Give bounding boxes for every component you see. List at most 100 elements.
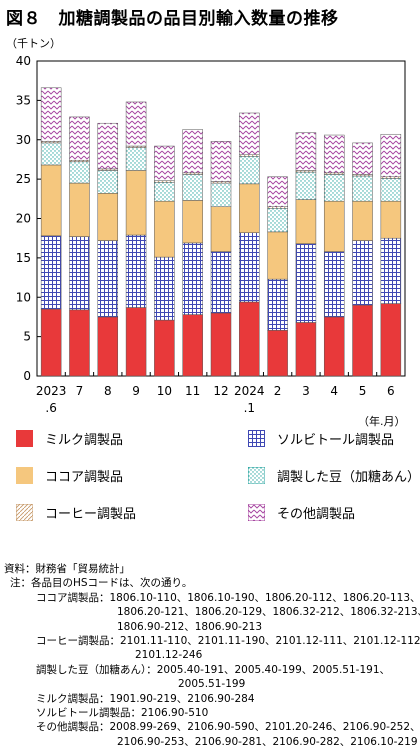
y-tick-label: 5 xyxy=(23,330,31,344)
legend-swatch-sorbitol xyxy=(248,430,265,447)
bar-segment-series-2-cat-10 xyxy=(324,201,344,251)
bar-segment-series-2-cat-0 xyxy=(41,165,61,236)
bar-segment-series-0-cat-6 xyxy=(211,313,231,376)
note-item-label: ミルク調製品： xyxy=(36,693,110,705)
legend-label-coffee: コーヒー調製品 xyxy=(45,503,136,522)
note-item: ソルビトール調製品：2106.90-510 xyxy=(4,706,418,720)
bar-segment-series-5-cat-2 xyxy=(98,123,118,169)
bar-segment-series-0-cat-11 xyxy=(353,305,373,376)
bar-segment-series-1-cat-0 xyxy=(41,236,61,309)
legend-swatch-cocoa xyxy=(16,467,33,484)
bar-segment-series-1-cat-2 xyxy=(98,241,118,317)
bar-segment-series-5-cat-0 xyxy=(41,88,61,142)
bar-segment-series-2-cat-9 xyxy=(296,200,316,244)
notes: 資料：財務省「貿易統計」 注：各品目のHSコードは、次の通り。 ココア調製品：1… xyxy=(4,562,418,749)
bar-segment-series-2-cat-4 xyxy=(154,201,174,257)
y-tick-label: 40 xyxy=(16,54,31,68)
x-tick-label: 7 xyxy=(76,384,84,398)
note-item-label: ソルビトール調製品： xyxy=(36,707,141,719)
legend-label-milk: ミルク調製品 xyxy=(45,429,123,448)
bar-segment-series-1-cat-7 xyxy=(239,233,259,302)
legend-label-other: その他調製品 xyxy=(277,503,355,522)
note-item: ココア調製品：1806.10-110、1806.10-190、1806.20-1… xyxy=(4,591,418,605)
legend-swatch-milk xyxy=(16,430,33,447)
bar-segment-series-0-cat-8 xyxy=(268,330,288,376)
bar-segment-series-3-cat-6 xyxy=(211,183,231,207)
bar-segment-series-3-cat-12 xyxy=(381,178,401,201)
note-item-line: 1806.90-212、1806.90-213 xyxy=(4,620,418,634)
legend-item-beans: 調製した豆（加糖あん） xyxy=(248,466,420,485)
bar-segment-series-2-cat-7 xyxy=(239,184,259,233)
note-item-label: 調製した豆（加糖あん）： xyxy=(36,664,157,676)
x-tick-label: 4 xyxy=(330,384,338,398)
note-item-line: 1806.10-110、1806.10-190、1806.20-112、1806… xyxy=(110,592,420,604)
legend-item-milk: ミルク調製品 xyxy=(16,429,123,448)
bar-segment-series-2-cat-1 xyxy=(69,183,89,237)
x-tick-label: 2024 xyxy=(234,384,265,398)
y-tick-label: 15 xyxy=(16,251,31,265)
bar-segment-series-5-cat-10 xyxy=(324,135,344,173)
bar-segment-series-2-cat-11 xyxy=(353,201,373,240)
note-item: コーヒー調製品：2101.11-110、2101.11-190、2101.12-… xyxy=(4,634,418,648)
bar-segment-series-1-cat-11 xyxy=(353,241,373,306)
bar-segment-series-1-cat-1 xyxy=(69,237,89,310)
bar-segment-series-3-cat-7 xyxy=(239,156,259,184)
bar-segment-series-5-cat-12 xyxy=(381,134,401,177)
bar-segment-series-1-cat-9 xyxy=(296,244,316,323)
note-item: 調製した豆（加糖あん）：2005.40-191、2005.40-199、2005… xyxy=(4,663,418,677)
x-tick-label: 8 xyxy=(104,384,112,398)
y-tick-label: 0 xyxy=(23,369,31,383)
note-item-line: 1806.20-121、1806.20-129、1806.32-212、1806… xyxy=(4,605,418,619)
note-item-line: 2005.40-191、2005.40-199、2005.51-191、 xyxy=(157,664,390,676)
note-item: ミルク調製品：1901.90-219、2106.90-284 xyxy=(4,692,418,706)
note-item-line: 2106.90-510 xyxy=(141,707,208,719)
x-axis-unit: （年.月） xyxy=(358,413,406,429)
bar-segment-series-3-cat-1 xyxy=(69,162,89,183)
note-item-line: 2101.12-246 xyxy=(4,648,418,662)
bar-segment-series-5-cat-11 xyxy=(353,143,373,175)
bar-segment-series-1-cat-3 xyxy=(126,235,146,307)
note-item-line: 2101.11-110、2101.11-190、2101.12-111、2101… xyxy=(120,635,420,647)
source-note: 資料：財務省「貿易統計」 xyxy=(4,562,418,576)
bar-segment-series-3-cat-5 xyxy=(183,174,203,200)
bar-segment-series-2-cat-6 xyxy=(211,207,231,252)
bar-segment-series-5-cat-1 xyxy=(69,117,89,160)
bar-segment-series-2-cat-3 xyxy=(126,170,146,235)
bar-segment-series-3-cat-4 xyxy=(154,182,174,201)
bar-segment-series-2-cat-8 xyxy=(268,232,288,279)
bar-segment-series-3-cat-8 xyxy=(268,208,288,232)
x-tick-label: 9 xyxy=(132,384,140,398)
legend-item-coffee: コーヒー調製品 xyxy=(16,503,136,522)
bar-segment-series-5-cat-3 xyxy=(126,102,146,146)
bar-segment-series-3-cat-0 xyxy=(41,143,61,165)
bar-segment-series-5-cat-8 xyxy=(268,177,288,207)
legend-label-cocoa: ココア調製品 xyxy=(45,466,123,485)
x-tick-label: 6 xyxy=(387,384,395,398)
bar-segment-series-1-cat-4 xyxy=(154,257,174,320)
note-heading: 注：各品目のHSコードは、次の通り。 xyxy=(4,576,418,590)
y-tick-label: 35 xyxy=(16,93,31,107)
legend-item-cocoa: ココア調製品 xyxy=(16,466,123,485)
bar-segment-series-2-cat-12 xyxy=(381,201,401,238)
note-item: その他調製品：2008.99-269、2106.90-590、2101.20-2… xyxy=(4,720,418,734)
note-item-line: 1901.90-219、2106.90-284 xyxy=(110,693,255,705)
legend-swatch-coffee xyxy=(16,504,33,521)
bar-segment-series-1-cat-5 xyxy=(183,243,203,315)
legend-swatch-beans xyxy=(248,467,265,484)
bar-segment-series-0-cat-5 xyxy=(183,315,203,376)
bar-segment-series-2-cat-5 xyxy=(183,200,203,243)
legend-item-other: その他調製品 xyxy=(248,503,355,522)
bar-segment-series-5-cat-6 xyxy=(211,141,231,181)
bar-segment-series-0-cat-3 xyxy=(126,307,146,376)
note-item-label: コーヒー調製品： xyxy=(36,635,120,647)
x-tick-label: 5 xyxy=(359,384,367,398)
bar-segment-series-5-cat-9 xyxy=(296,133,316,171)
note-item-label: ココア調製品： xyxy=(36,592,110,604)
bar-segment-series-0-cat-12 xyxy=(381,304,401,376)
x-tick-label: 10 xyxy=(157,384,172,398)
note-item-line: 2008.99-269、2106.90-590、2101.20-246、2106… xyxy=(110,721,420,733)
bar-segment-series-0-cat-1 xyxy=(69,310,89,376)
bar-segment-series-3-cat-10 xyxy=(324,174,344,201)
bar-segment-series-5-cat-7 xyxy=(239,113,259,155)
y-tick-label: 10 xyxy=(16,290,31,304)
